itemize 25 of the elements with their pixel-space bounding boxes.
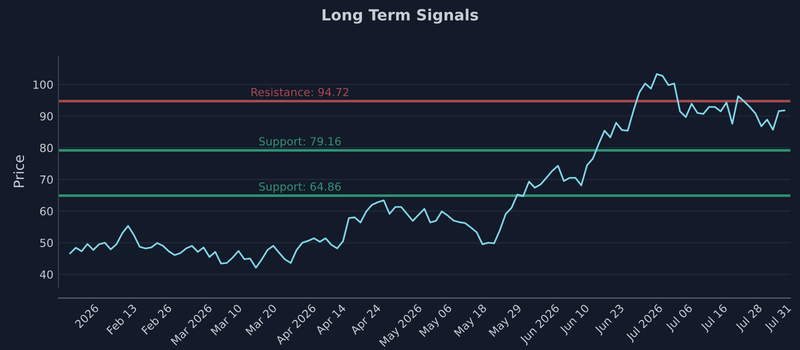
x-tick-label: Mar 20 [245,304,278,336]
ref-line-label: Support: 79.16 [259,137,341,148]
y-tick-label: 90 [40,112,53,121]
chart-title: Long Term Signals [322,8,478,24]
x-tick-label: Jun 23 [594,304,626,336]
ref-line-label: Support: 64.86 [259,182,341,193]
y-tick-label: 50 [40,238,53,248]
line-series [69,73,786,269]
y-axis-title: Price [13,155,24,188]
y-tick-label: 80 [40,144,53,152]
y-tick-label: 40 [40,270,53,279]
y-tick-label: 100 [34,80,53,89]
x-tick-label: Mar 10 [210,304,242,336]
y-tick-label: 70 [40,175,53,184]
x-tick-label: Jul 06 [664,303,694,333]
x-tick-label: Feb 26 [140,303,172,335]
x-tick-label: Apr 14 [314,304,348,337]
x-tick-label: Jul 31 [764,304,793,333]
x-tick-label: Feb 13 [106,304,138,335]
x-tick-label: Jun 10 [558,304,592,336]
ref-line-label: Resistance: 94.72 [252,88,348,96]
x-tick-label: Jul 28 [734,304,764,333]
y-tick-label: 60 [40,207,53,216]
x-tick-label: Jul 16 [700,303,730,333]
x-tick-label: Apr 24 [350,304,383,337]
